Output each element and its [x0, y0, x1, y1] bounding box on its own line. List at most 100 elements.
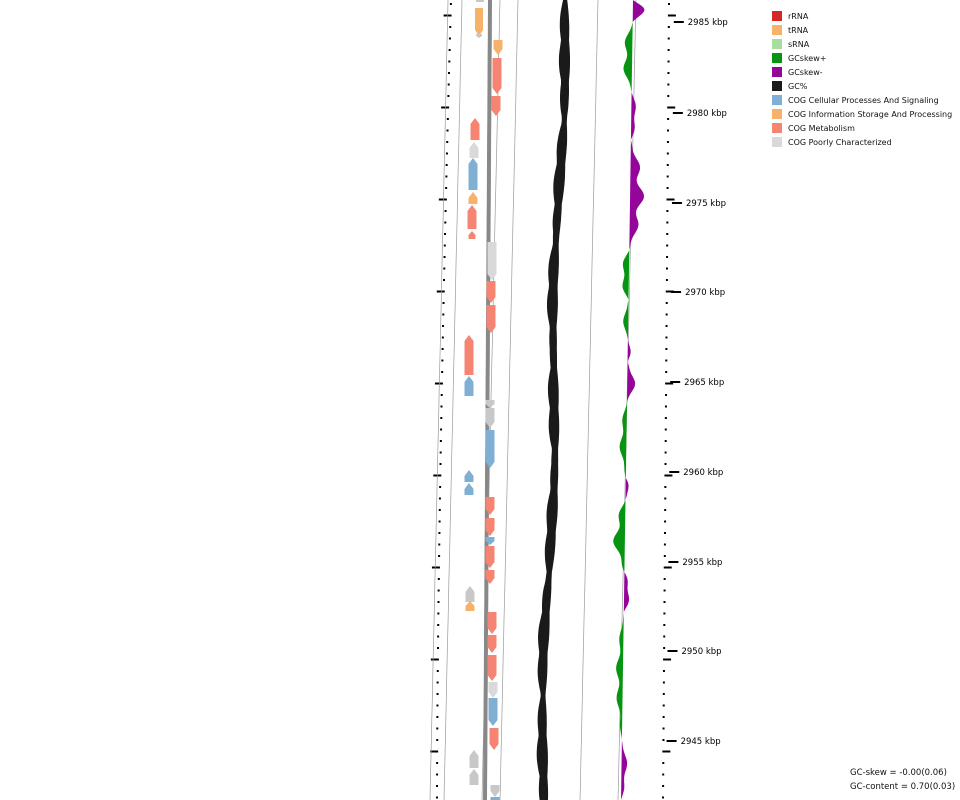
- guide-arc: [579, 0, 599, 800]
- cog-feature-arrow: [490, 785, 500, 797]
- cog-feature-arrow: [491, 96, 501, 116]
- legend-item-gcskew-positive: GCskew+: [772, 51, 952, 65]
- gc-skew-negative-region: [630, 92, 636, 140]
- gc-skew-negative-region: [623, 572, 630, 612]
- cog-feature-arrow: [464, 470, 474, 482]
- legend-swatch: [772, 67, 782, 77]
- legend-swatch: [772, 81, 782, 91]
- cog-feature-track: [464, 0, 503, 800]
- cog-feature-arrow: [488, 698, 498, 726]
- legend-swatch: [772, 123, 782, 133]
- legend-swatch: [772, 95, 782, 105]
- cog-feature-arrow: [464, 376, 474, 396]
- cog-feature-arrow: [467, 205, 477, 229]
- legend-item-cog-information: COG Information Storage And Processing: [772, 107, 952, 121]
- gc-skew-negative-region: [625, 478, 629, 500]
- kbp-label: 2975 kbp: [686, 199, 726, 209]
- cog-feature-arrow: [469, 769, 479, 785]
- cog-feature-arrow: [469, 750, 479, 768]
- cog-feature-arrow: [465, 601, 475, 611]
- cog-feature-arrow: [485, 430, 495, 468]
- gc-skew-track: [613, 0, 645, 800]
- gc-skew-positive-region: [623, 300, 629, 340]
- legend: rRNA tRNA sRNA GCskew+ GCskew- GC% COG C…: [772, 9, 952, 149]
- legend-swatch: [772, 11, 782, 21]
- legend-swatch: [772, 53, 782, 63]
- cog-feature-arrow: [485, 518, 495, 536]
- cog-feature-arrow: [486, 305, 496, 333]
- cog-feature-arrow: [470, 118, 480, 140]
- cog-feature-arrow: [487, 655, 497, 681]
- cog-feature-arrow: [485, 497, 495, 515]
- gc-skew-positive-region: [622, 250, 630, 300]
- gc-skew-negative-region: [632, 0, 645, 22]
- cog-feature-arrow: [469, 142, 479, 158]
- kbp-label: 2955 kbp: [682, 558, 722, 568]
- cog-feature-arrow: [485, 570, 495, 584]
- kbp-label: 2985 kbp: [688, 18, 728, 28]
- kbp-scale: 2985 kbp 2980 kbp 2975 kbp 2970 kbp 2965 kbp…: [662, 3, 728, 799]
- legend-label: GC%: [788, 81, 808, 91]
- legend-swatch: [772, 39, 782, 49]
- legend-item-cog-metabolism: COG Metabolism: [772, 121, 952, 135]
- gc-skew-negative-region: [627, 340, 631, 362]
- legend-item-cog-poorly-characterized: COG Poorly Characterized: [772, 135, 952, 149]
- cog-feature-arrow: [487, 242, 497, 280]
- cog-feature-arrow: [464, 335, 474, 375]
- cog-feature-arrow: [487, 612, 497, 634]
- cog-feature-arrow: [464, 483, 474, 495]
- legend-label: GCskew-: [788, 67, 823, 77]
- cog-feature-arrow: [485, 546, 495, 568]
- kbp-label: 2965 kbp: [684, 378, 724, 388]
- legend-label: COG Metabolism: [788, 123, 855, 133]
- cog-feature-arrow: [488, 682, 498, 698]
- gc-skew-negative-region: [629, 140, 644, 250]
- gc-skew-positive-region: [623, 22, 633, 92]
- legend-swatch: [772, 25, 782, 35]
- guide-arc: [499, 0, 519, 800]
- legend-item-srna: sRNA: [772, 37, 952, 51]
- outer-scale-ticks: [430, 3, 452, 799]
- cog-feature-arrow: [465, 586, 475, 602]
- legend-label: sRNA: [788, 39, 810, 49]
- legend-label: tRNA: [788, 25, 809, 35]
- cog-feature-arrow: [489, 728, 499, 750]
- legend-item-trna: tRNA: [772, 23, 952, 37]
- legend-item-gc-percent: GC%: [772, 79, 952, 93]
- cog-feature-arrow: [493, 40, 503, 55]
- kbp-label: 2980 kbp: [687, 109, 727, 119]
- gc-skew-positive-region: [616, 612, 624, 740]
- legend-label: COG Information Storage And Processing: [788, 109, 953, 119]
- guide-arc: [429, 0, 449, 800]
- guide-arc: [443, 0, 463, 800]
- cog-feature-arrow: [468, 158, 478, 190]
- gc-skew-positive-region: [619, 402, 627, 478]
- cog-feature-arrow: [485, 400, 495, 408]
- genome-stats: GC-skew = -0.00(0.06) GC-content = 0.70(…: [850, 766, 955, 794]
- cog-feature-arrow: [468, 192, 478, 204]
- legend-label: rRNA: [788, 11, 809, 21]
- gc-skew-negative-region: [627, 362, 636, 402]
- cog-feature-arrow: [487, 635, 497, 653]
- kbp-label: 2945 kbp: [681, 737, 721, 747]
- cog-feature-arrow: [492, 58, 502, 94]
- cog-feature-arrow: [490, 797, 500, 800]
- cog-feature-arrow: [485, 537, 495, 545]
- gc-skew-negative-region: [621, 740, 628, 800]
- legend-item-cog-cellular: COG Cellular Processes And Signaling: [772, 93, 952, 107]
- gc-content-stat: GC-content = 0.70(0.03): [850, 782, 956, 792]
- cog-feature-arrow: [485, 408, 495, 428]
- legend-label: COG Cellular Processes And Signaling: [788, 95, 939, 105]
- kbp-label: 2970 kbp: [685, 288, 725, 298]
- kbp-label: 2950 kbp: [681, 647, 721, 657]
- legend-swatch: [772, 137, 782, 147]
- cog-feature-arrow: [468, 231, 476, 239]
- legend-item-rrna: rRNA: [772, 9, 952, 23]
- legend-item-gcskew-negative: GCskew-: [772, 65, 952, 79]
- gc-skew-positive-region: [613, 500, 626, 572]
- cog-feature-arrow: [476, 0, 484, 2]
- legend-label: GCskew+: [788, 53, 827, 63]
- legend-swatch: [772, 109, 782, 119]
- cog-feature-arrow: [476, 34, 482, 38]
